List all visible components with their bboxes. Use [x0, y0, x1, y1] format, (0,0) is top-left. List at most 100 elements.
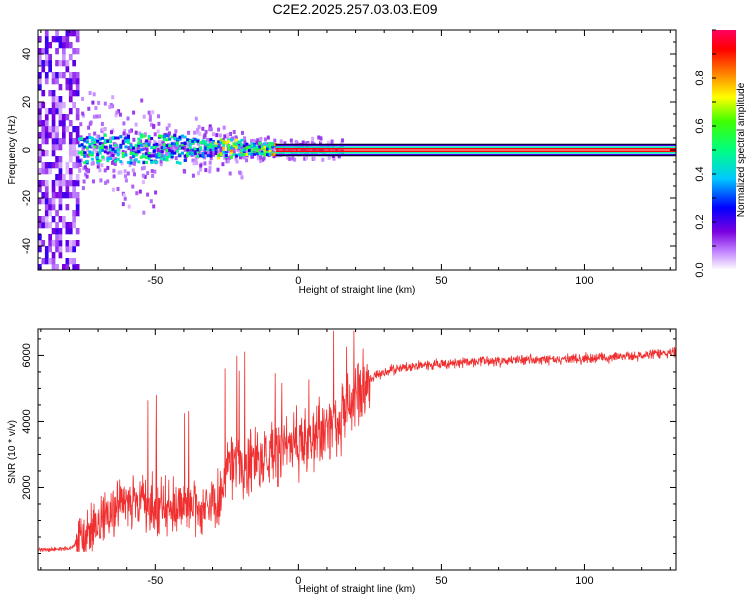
spectrogram-cell	[150, 154, 154, 158]
spectrogram-cell	[44, 48, 49, 55]
spectrogram-cell	[98, 149, 102, 152]
spectrogram-cell	[152, 204, 156, 209]
spectrogram-cell	[181, 151, 184, 155]
spectrogram-cell	[44, 114, 49, 121]
spectrogram-cell	[44, 180, 49, 187]
spectrogram-cell	[201, 152, 205, 156]
spectrogram-cell	[319, 138, 323, 143]
spectrogram-cell	[55, 234, 59, 241]
spectrogram-cell	[124, 153, 128, 157]
spectrogram-cell	[155, 160, 159, 164]
spectrogram-cell	[160, 150, 164, 154]
spectrogram-cell	[55, 192, 59, 199]
spectrogram-cell	[78, 144, 82, 148]
spectrogram-cell	[137, 160, 141, 164]
spectrogram-cell	[112, 168, 116, 173]
spectrogram-cell	[217, 145, 221, 149]
spectrogram-band-row	[275, 152, 676, 154]
spectrogram-cell	[211, 144, 215, 148]
spectrogram-cell	[147, 152, 151, 155]
spectrogram-cell	[209, 127, 213, 132]
y-tick-label: 40	[21, 48, 33, 60]
spectrogram-cell	[119, 170, 123, 175]
spectrogram-cell	[79, 122, 83, 127]
spectrogram-cell	[253, 144, 257, 148]
spectrogram-cell	[217, 149, 221, 154]
spectrogram-cell	[230, 151, 233, 155]
spectrogram-cell	[131, 184, 135, 189]
spectrogram-cell	[72, 48, 76, 55]
spectrogram-cell	[68, 144, 73, 151]
spectrogram-cell	[38, 84, 42, 91]
x-tick-label: 100	[575, 575, 593, 587]
spectrogram-band-row	[275, 148, 676, 150]
spectrogram-cell	[134, 122, 138, 127]
spectrogram-cell	[248, 152, 251, 156]
spectrogram-cell	[62, 222, 66, 229]
spectrogram-cell	[48, 126, 52, 133]
spectrogram-cell	[178, 154, 182, 158]
spectrogram-cell	[195, 161, 199, 166]
spectrogram-cell	[217, 153, 221, 157]
spectrogram-cell	[112, 174, 116, 179]
spectrogram-cell	[68, 150, 73, 157]
spectrogram-cell	[58, 60, 63, 67]
spectrogram-cell	[232, 153, 236, 157]
spectrogram-cell	[163, 133, 167, 138]
chart-title: C2E2.2025.257.03.03.E09	[272, 1, 437, 17]
spectrogram-cell	[48, 234, 52, 241]
spectrogram-cell	[41, 90, 46, 97]
spectrogram-cell	[245, 158, 249, 163]
spectrogram-cell	[150, 137, 154, 140]
spectrogram-cell	[75, 36, 80, 43]
spectrogram-cell	[87, 133, 91, 137]
spectrogram-cell	[119, 160, 123, 164]
spectrogram-cell	[145, 139, 148, 143]
spectrogram-cell	[222, 146, 226, 150]
spectrogram-cell	[165, 138, 169, 142]
spectrogram-cell	[58, 120, 63, 127]
spectrogram-cell	[223, 134, 227, 139]
spectrogram-cell	[188, 143, 192, 147]
spectrogram-cell	[75, 132, 80, 139]
spectrogram-cell	[78, 163, 82, 167]
spectrogram-cell	[51, 228, 56, 235]
spectrogram-cell	[55, 174, 59, 181]
spectrogram-cell	[152, 123, 156, 128]
spectrogram-cell	[68, 42, 73, 49]
x-tick-label: -50	[147, 575, 163, 587]
spectrogram-cell	[145, 144, 148, 148]
spectrogram-cell	[163, 135, 166, 139]
spectrogram-cell	[253, 147, 257, 151]
spectrogram-cell	[294, 140, 298, 144]
spectrogram-cell	[163, 143, 166, 147]
spectrogram-cell	[260, 146, 264, 150]
spectrogram-cell	[237, 140, 241, 144]
spectrogram-cell	[219, 148, 223, 153]
spectrogram-cell	[58, 180, 63, 187]
spectrogram-cell	[44, 138, 49, 145]
spectrogram-cell	[87, 106, 91, 111]
spectrogram-cell	[88, 143, 92, 146]
spectrogram-cell	[146, 192, 150, 197]
spectrogram-cell	[133, 172, 136, 177]
spectrogram-cell	[55, 72, 59, 79]
spectrogram-cell	[224, 141, 228, 145]
spectrogram-cell	[197, 151, 201, 156]
spectrogram-cell	[92, 92, 96, 97]
spectrogram-cell	[201, 139, 205, 143]
spectrogram-cell	[217, 140, 221, 144]
spectrogram-cell	[58, 162, 63, 169]
spectrogram-cell	[151, 173, 155, 178]
spectrogram-cell	[198, 132, 202, 136]
spectrogram-cell	[126, 171, 130, 176]
spectrogram-cell	[227, 144, 231, 147]
spectrogram-cell	[106, 139, 110, 143]
spectrogram-cell	[72, 246, 76, 253]
spectrogram-cell	[62, 264, 66, 270]
spectrogram-cell	[212, 132, 215, 137]
spectrogram-cell	[160, 135, 164, 139]
spectrogram-cell	[41, 150, 46, 157]
spectrogram-cell	[62, 192, 66, 199]
spectrogram-cell	[273, 145, 276, 150]
